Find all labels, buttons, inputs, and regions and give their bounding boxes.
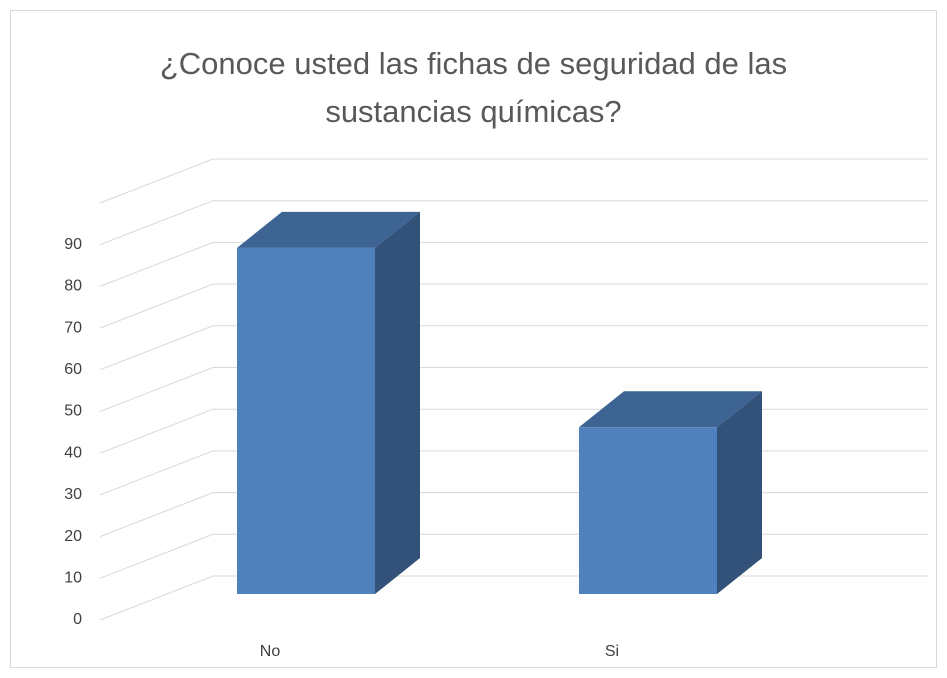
bar-side-shade <box>717 391 762 594</box>
bar-side <box>375 211 420 594</box>
y-tick-label: 90 <box>64 236 82 253</box>
y-tick-label: 20 <box>64 528 82 545</box>
grid-line <box>99 367 928 412</box>
y-tick-label: 40 <box>64 444 82 461</box>
bar-top <box>579 391 762 428</box>
grid-line <box>99 200 928 246</box>
y-tick-label: 50 <box>64 403 82 420</box>
bar-top-shade <box>579 391 762 428</box>
y-tick-label: 30 <box>64 486 82 503</box>
wall-edge <box>99 158 928 204</box>
bar-top <box>237 211 420 248</box>
y-tick-label: 60 <box>64 361 82 378</box>
bar-front <box>579 427 717 594</box>
bar <box>237 211 420 594</box>
x-tick-label: Si <box>605 643 619 660</box>
grid-line <box>99 325 928 371</box>
bar-side-shade <box>375 211 420 594</box>
bar-front <box>237 247 375 594</box>
chart-title: ¿Conoce usted las fichas de seguridad de… <box>159 46 788 129</box>
x-tick-label: No <box>260 643 281 660</box>
grid-line <box>99 241 928 287</box>
chart-border <box>10 10 937 668</box>
y-tick-label: 70 <box>64 319 82 336</box>
y-tick-label: 10 <box>64 570 82 587</box>
bar-top-shade <box>237 211 420 248</box>
y-tick-label: 0 <box>73 611 82 628</box>
bar-side <box>717 391 762 594</box>
grid-line <box>99 283 928 329</box>
bar <box>579 391 762 594</box>
y-tick-label: 80 <box>64 278 82 295</box>
